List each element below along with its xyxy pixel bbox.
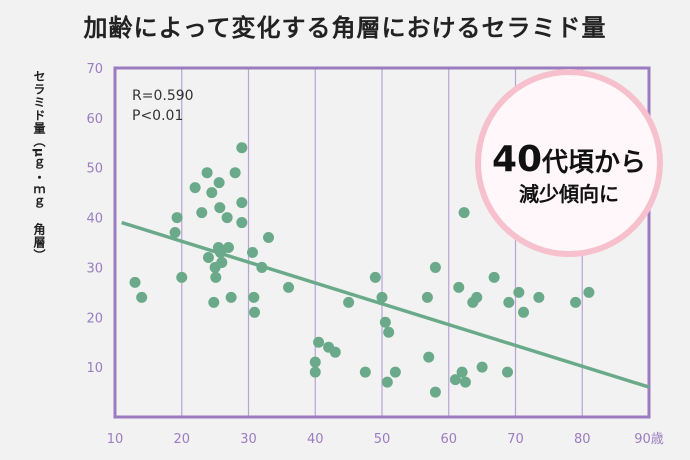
data-point (213, 177, 225, 189)
data-point (471, 291, 483, 303)
data-point (210, 271, 222, 283)
data-point (169, 227, 181, 239)
y-tick-label: 70 (86, 62, 103, 77)
data-point (236, 197, 248, 209)
data-point (222, 241, 234, 253)
x-tick-label: 90歳 (634, 432, 664, 447)
y-tick-label: 60 (86, 112, 103, 127)
y-tick-label: 20 (86, 311, 103, 326)
r-value: R=0.590 (132, 88, 194, 104)
data-point (229, 167, 241, 179)
data-point (343, 296, 355, 308)
y-axis-ticks: 10 20 30 40 50 60 70 (86, 62, 103, 376)
data-point (501, 366, 513, 378)
data-point (429, 261, 441, 273)
trend-line (121, 220, 650, 389)
x-tick-label: 10 (107, 432, 124, 447)
data-point (429, 386, 441, 398)
chart-title: 加齢によって変化する角層におけるセラミド量 (83, 14, 607, 42)
data-point (329, 346, 341, 358)
data-point (283, 281, 295, 293)
data-point (381, 376, 393, 388)
x-tick-label: 30 (240, 432, 257, 447)
callout-number-suffix: 代頃から (541, 148, 646, 178)
callout-headline: 40代頃から (492, 139, 646, 180)
data-point (421, 291, 433, 303)
x-tick-label: 20 (173, 432, 190, 447)
y-axis-label: セラミド量（μｇ・ｍｇ 角層） (32, 70, 46, 262)
p-value: P<0.01 (132, 108, 183, 124)
data-point (389, 366, 401, 378)
data-point (196, 207, 208, 219)
y-tick-label: 40 (86, 212, 103, 227)
x-tick-label: 70 (507, 432, 524, 447)
data-point (488, 271, 500, 283)
data-point (570, 296, 582, 308)
data-point (458, 207, 470, 219)
data-point (369, 271, 381, 283)
data-point (313, 336, 325, 348)
data-point (236, 217, 248, 229)
data-point (263, 232, 275, 244)
data-point (376, 291, 388, 303)
data-point (359, 366, 371, 378)
callout-badge: 40代頃から 減少傾向に (475, 69, 663, 257)
data-point (208, 296, 220, 308)
callout-number: 40 (492, 139, 542, 180)
data-point (423, 351, 435, 363)
plot-frame (113, 66, 651, 419)
y-tick-label: 50 (86, 162, 103, 177)
data-point (249, 306, 261, 318)
data-point (236, 142, 248, 154)
data-point (248, 291, 260, 303)
y-tick-label: 30 (86, 261, 103, 276)
data-point (453, 281, 465, 293)
data-point (201, 167, 213, 179)
data-point (202, 251, 214, 263)
data-point (216, 256, 228, 268)
data-point (476, 361, 488, 373)
data-point (379, 316, 391, 328)
data-point (136, 291, 148, 303)
data-point (225, 291, 237, 303)
data-point (459, 376, 471, 388)
x-tick-label: 50 (374, 432, 391, 447)
data-point (503, 296, 515, 308)
x-axis-ticks: 10 20 30 40 50 60 70 80 90歳 (107, 432, 664, 447)
data-point (309, 356, 321, 368)
data-point (383, 326, 395, 338)
callout-subtext: 減少傾向に (519, 182, 619, 206)
data-point (449, 374, 461, 386)
data-point (176, 271, 188, 283)
x-tick-label: 60 (440, 432, 457, 447)
data-point (214, 202, 226, 214)
data-point (129, 276, 141, 288)
x-tick-label: 40 (307, 432, 324, 447)
data-point (513, 286, 525, 298)
data-point (533, 291, 545, 303)
data-point (247, 246, 259, 258)
data-point (189, 182, 201, 194)
data-point (206, 187, 218, 199)
data-point (221, 212, 233, 224)
data-point (518, 306, 530, 318)
data-point (456, 366, 468, 378)
data-point (309, 366, 321, 378)
data-point (171, 212, 183, 224)
x-tick-label: 80 (574, 432, 591, 447)
data-point (583, 286, 595, 298)
y-tick-label: 10 (86, 361, 103, 376)
